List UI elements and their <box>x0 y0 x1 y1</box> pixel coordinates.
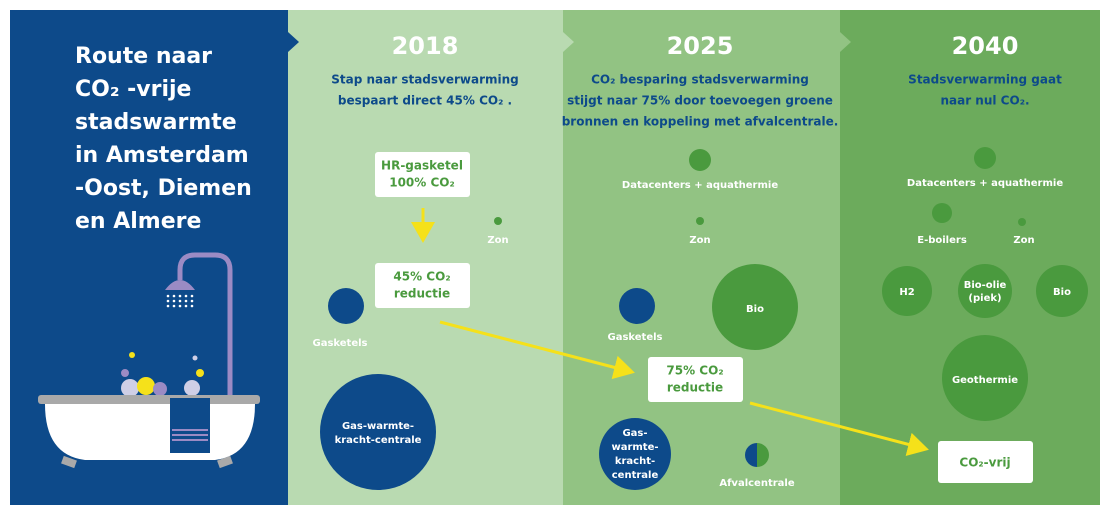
box-label: 75% CO₂ <box>666 364 723 378</box>
box-label: HR-gasketel <box>381 159 463 173</box>
box-label: 100% CO₂ <box>389 176 455 190</box>
node-label: (piek) <box>968 293 1001 304</box>
node-label: centrale <box>612 470 659 481</box>
title-line: stadswarmte <box>75 110 237 135</box>
description: bronnen en koppeling met afvalcentrale. <box>562 115 839 129</box>
title-line: CO₂ -vrije <box>75 77 191 102</box>
node <box>932 203 952 223</box>
node-label: Gasketels <box>607 332 662 343</box>
title-line: in Amsterdam <box>75 143 249 168</box>
node <box>320 374 436 490</box>
node-label: Bio <box>1053 287 1071 298</box>
node-label: Gas- <box>622 428 647 439</box>
node-label: Geothermie <box>952 375 1018 386</box>
box-label: reductie <box>394 287 450 301</box>
description: bespaart direct 45% CO₂ . <box>338 94 512 108</box>
node-label: H2 <box>899 287 914 298</box>
description: naar nul CO₂. <box>940 94 1029 108</box>
node-label: kracht-centrale <box>335 435 422 446</box>
node-label: Datacenters + aquathermie <box>622 180 778 191</box>
node-label: Zon <box>689 235 710 246</box>
node <box>1018 218 1026 226</box>
node-label: E-boilers <box>917 235 967 246</box>
description: Stadsverwarming gaat <box>908 73 1062 87</box>
title-line: -Oost, Diemen <box>75 176 252 201</box>
node-label: Zon <box>1013 235 1034 246</box>
node-label: Gas-warmte- <box>342 421 414 432</box>
node <box>689 149 711 171</box>
node-label: warmte- <box>611 442 658 453</box>
node <box>328 288 364 324</box>
node-label: Bio <box>746 304 764 315</box>
infographic: Route naar CO₂ -vrije stadswarmte in Ams… <box>0 0 1110 515</box>
node-label: Datacenters + aquathermie <box>907 178 1063 189</box>
description: Stap naar stadsverwarming <box>331 73 519 87</box>
year: 2025 <box>667 32 734 60</box>
box-label: 45% CO₂ <box>393 270 450 284</box>
node-label: kracht- <box>615 456 655 467</box>
title-line: en Almere <box>75 209 201 234</box>
node-label: Gasketels <box>312 338 367 349</box>
box-label: CO₂-vrij <box>959 456 1010 470</box>
page: Route naar CO2-vrije stadswarmte body { … <box>0 0 1110 515</box>
box-label: reductie <box>667 381 723 395</box>
node-label: Afvalcentrale <box>719 478 795 489</box>
description: stijgt naar 75% door toevoegen groene <box>567 94 833 108</box>
year: 2040 <box>952 32 1019 60</box>
node <box>619 288 655 324</box>
title-line: Route naar <box>75 44 212 69</box>
node-label: Zon <box>487 235 508 246</box>
node <box>494 217 502 225</box>
page-body: {"sidebar": {"title_lines": ["Route naar… <box>0 0 1110 515</box>
node <box>958 264 1012 318</box>
node <box>696 217 704 225</box>
node <box>974 147 996 169</box>
node-label: Bio-olie <box>964 280 1007 291</box>
year: 2018 <box>392 32 459 60</box>
description: CO₂ besparing stadsverwarming <box>591 73 809 87</box>
